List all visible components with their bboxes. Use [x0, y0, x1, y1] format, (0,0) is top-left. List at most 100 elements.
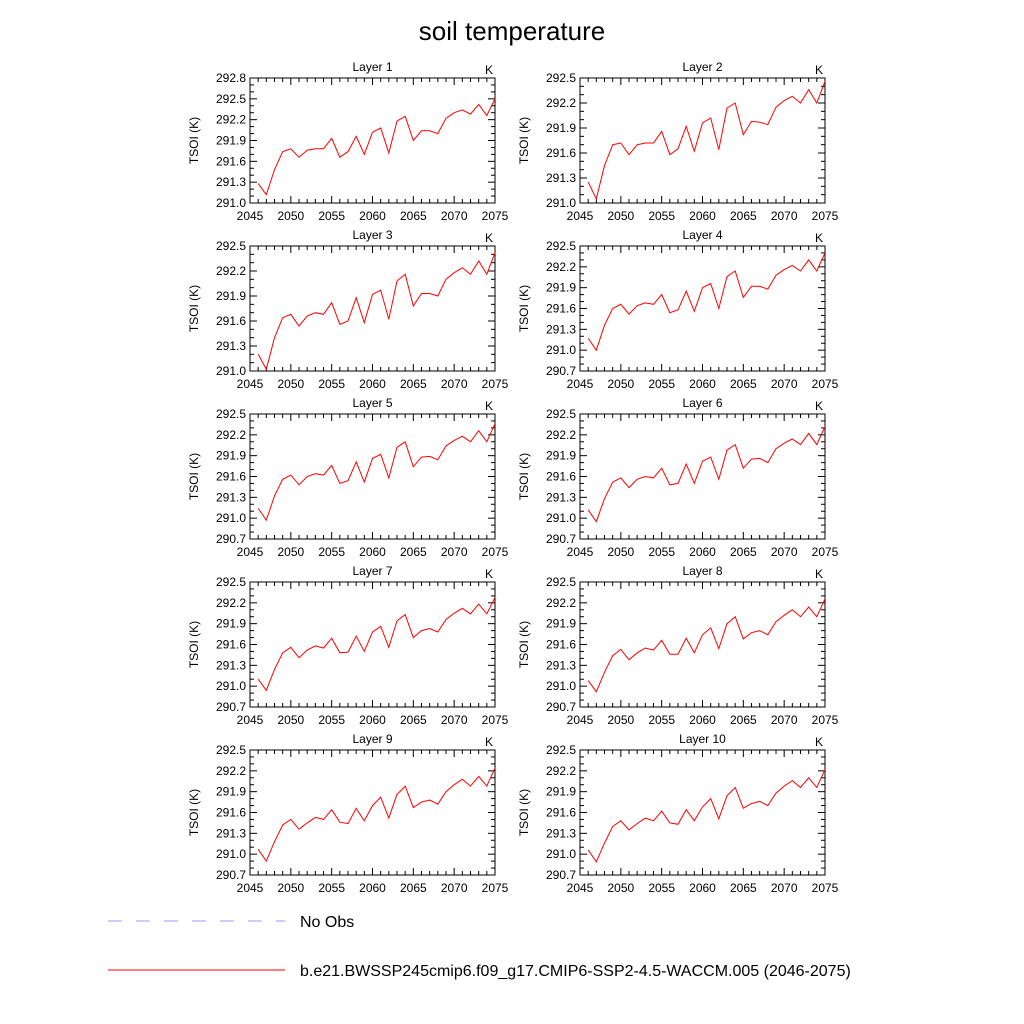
y-tick-label: 291.6 — [546, 638, 576, 652]
x-tick-label: 2070 — [441, 377, 468, 391]
x-tick-label: 2055 — [648, 545, 675, 559]
y-tick-label: 291.9 — [216, 617, 246, 631]
y-tick-label: 291.0 — [546, 511, 576, 525]
y-axis-label: TSOI (K) — [187, 621, 201, 668]
x-tick-label: 2075 — [812, 713, 839, 727]
panel-title: Layer 7 — [352, 564, 392, 578]
panels: Layer 1 K TSOI (K) 2045 2050 2055 2060 2065 2070… — [187, 60, 839, 895]
panel-layer-10: Layer 10 K TSOI (K) 2045 2050 2055 2060 2065 207… — [517, 732, 839, 895]
y-tick-label: 291.3 — [546, 826, 576, 840]
panel-title: Layer 1 — [352, 60, 392, 74]
y-tick-label: 292.5 — [546, 575, 576, 589]
y-tick-label: 290.7 — [216, 868, 246, 882]
legend-obs-label: No Obs — [300, 914, 354, 931]
plot-frame — [249, 77, 496, 204]
x-tick-label: 2055 — [318, 209, 345, 223]
x-tick-label: 2065 — [400, 881, 427, 895]
series-line — [587, 81, 826, 201]
x-tick-label: 2060 — [689, 881, 716, 895]
y-tick-label: 291.0 — [216, 847, 246, 861]
panel-title: Layer 3 — [352, 228, 392, 242]
y-tick-label: 291.3 — [546, 322, 576, 336]
panel-layer-5: Layer 5 K TSOI (K) 2045 2050 2055 2060 2065 2070… — [187, 396, 509, 559]
x-tick-label: 2070 — [771, 209, 798, 223]
y-axis-label: TSOI (K) — [517, 453, 531, 500]
x-tick-label: 2050 — [607, 377, 634, 391]
y-tick-label: 290.7 — [546, 868, 576, 882]
x-tick-label: 2045 — [237, 713, 264, 727]
plot-frame — [249, 581, 496, 708]
x-tick-label: 2075 — [812, 377, 839, 391]
y-tick-label: 292.2 — [546, 596, 576, 610]
x-tick-label: 2065 — [730, 881, 757, 895]
x-tick-label: 2065 — [730, 545, 757, 559]
y-axis-label: TSOI (K) — [517, 117, 531, 164]
x-tick-label: 2075 — [812, 881, 839, 895]
y-tick-label: 292.2 — [546, 764, 576, 778]
x-tick-label: 2075 — [482, 209, 509, 223]
x-tick-label: 2055 — [648, 209, 675, 223]
series-line — [257, 767, 496, 863]
y-tick-label: 291.9 — [216, 785, 246, 799]
y-tick-label: 291.9 — [216, 449, 246, 463]
x-tick-label: 2065 — [400, 209, 427, 223]
y-tick-label: 291.0 — [546, 196, 576, 210]
panel-title: Layer 5 — [352, 396, 392, 410]
x-tick-label: 2065 — [730, 713, 757, 727]
x-tick-label: 2075 — [812, 545, 839, 559]
units-label: K — [815, 63, 823, 77]
plot-frame — [579, 413, 826, 540]
y-tick-label: 291.3 — [546, 658, 576, 672]
y-tick-label: 291.9 — [216, 134, 246, 148]
y-tick-label: 291.3 — [216, 826, 246, 840]
x-tick-label: 2055 — [318, 545, 345, 559]
y-tick-label: 292.5 — [546, 407, 576, 421]
y-tick-label: 291.3 — [216, 658, 246, 672]
y-axis-label: TSOI (K) — [187, 453, 201, 500]
x-tick-label: 2070 — [441, 545, 468, 559]
x-tick-label: 2055 — [318, 713, 345, 727]
y-tick-label: 291.0 — [216, 196, 246, 210]
y-tick-label: 292.2 — [546, 260, 576, 274]
units-label: K — [815, 399, 823, 413]
series-line — [587, 598, 826, 693]
units-label: K — [485, 567, 493, 581]
x-tick-label: 2045 — [237, 209, 264, 223]
legend-model-label: b.e21.BWSSP245cmip6.f09_g17.CMIP6-SSP2-4… — [300, 963, 851, 980]
y-tick-label: 292.5 — [216, 92, 246, 106]
y-tick-label: 291.9 — [546, 449, 576, 463]
panel-layer-6: Layer 6 K TSOI (K) 2045 2050 2055 2060 2065 2070… — [517, 396, 839, 559]
y-tick-label: 291.3 — [216, 339, 246, 353]
plot-frame — [249, 749, 496, 876]
y-tick-label: 291.6 — [546, 806, 576, 820]
y-tick-label: 291.3 — [216, 175, 246, 189]
series-line — [587, 252, 826, 352]
x-tick-label: 2050 — [607, 209, 634, 223]
y-tick-label: 292.5 — [216, 407, 246, 421]
y-tick-label: 291.6 — [216, 154, 246, 168]
series-line — [257, 252, 496, 371]
y-tick-label: 291.6 — [216, 638, 246, 652]
x-tick-label: 2045 — [237, 545, 264, 559]
x-tick-label: 2045 — [237, 881, 264, 895]
y-tick-label: 291.0 — [546, 679, 576, 693]
x-tick-label: 2045 — [567, 713, 594, 727]
x-tick-label: 2075 — [482, 377, 509, 391]
y-tick-label: 291.9 — [546, 785, 576, 799]
y-tick-label: 291.0 — [216, 511, 246, 525]
y-tick-label: 292.2 — [216, 764, 246, 778]
panel-layer-4: Layer 4 K TSOI (K) 2045 2050 2055 2060 2065 2070… — [517, 228, 839, 391]
x-tick-label: 2060 — [359, 377, 386, 391]
plot-frame — [579, 581, 826, 708]
units-label: K — [485, 735, 493, 749]
x-tick-label: 2055 — [648, 713, 675, 727]
x-tick-label: 2075 — [482, 881, 509, 895]
plot-frame — [249, 413, 496, 540]
plot-frame — [249, 245, 496, 372]
x-tick-label: 2045 — [567, 209, 594, 223]
y-tick-label: 292.2 — [216, 264, 246, 278]
units-label: K — [815, 567, 823, 581]
x-tick-label: 2060 — [359, 545, 386, 559]
y-tick-label: 291.3 — [216, 490, 246, 504]
